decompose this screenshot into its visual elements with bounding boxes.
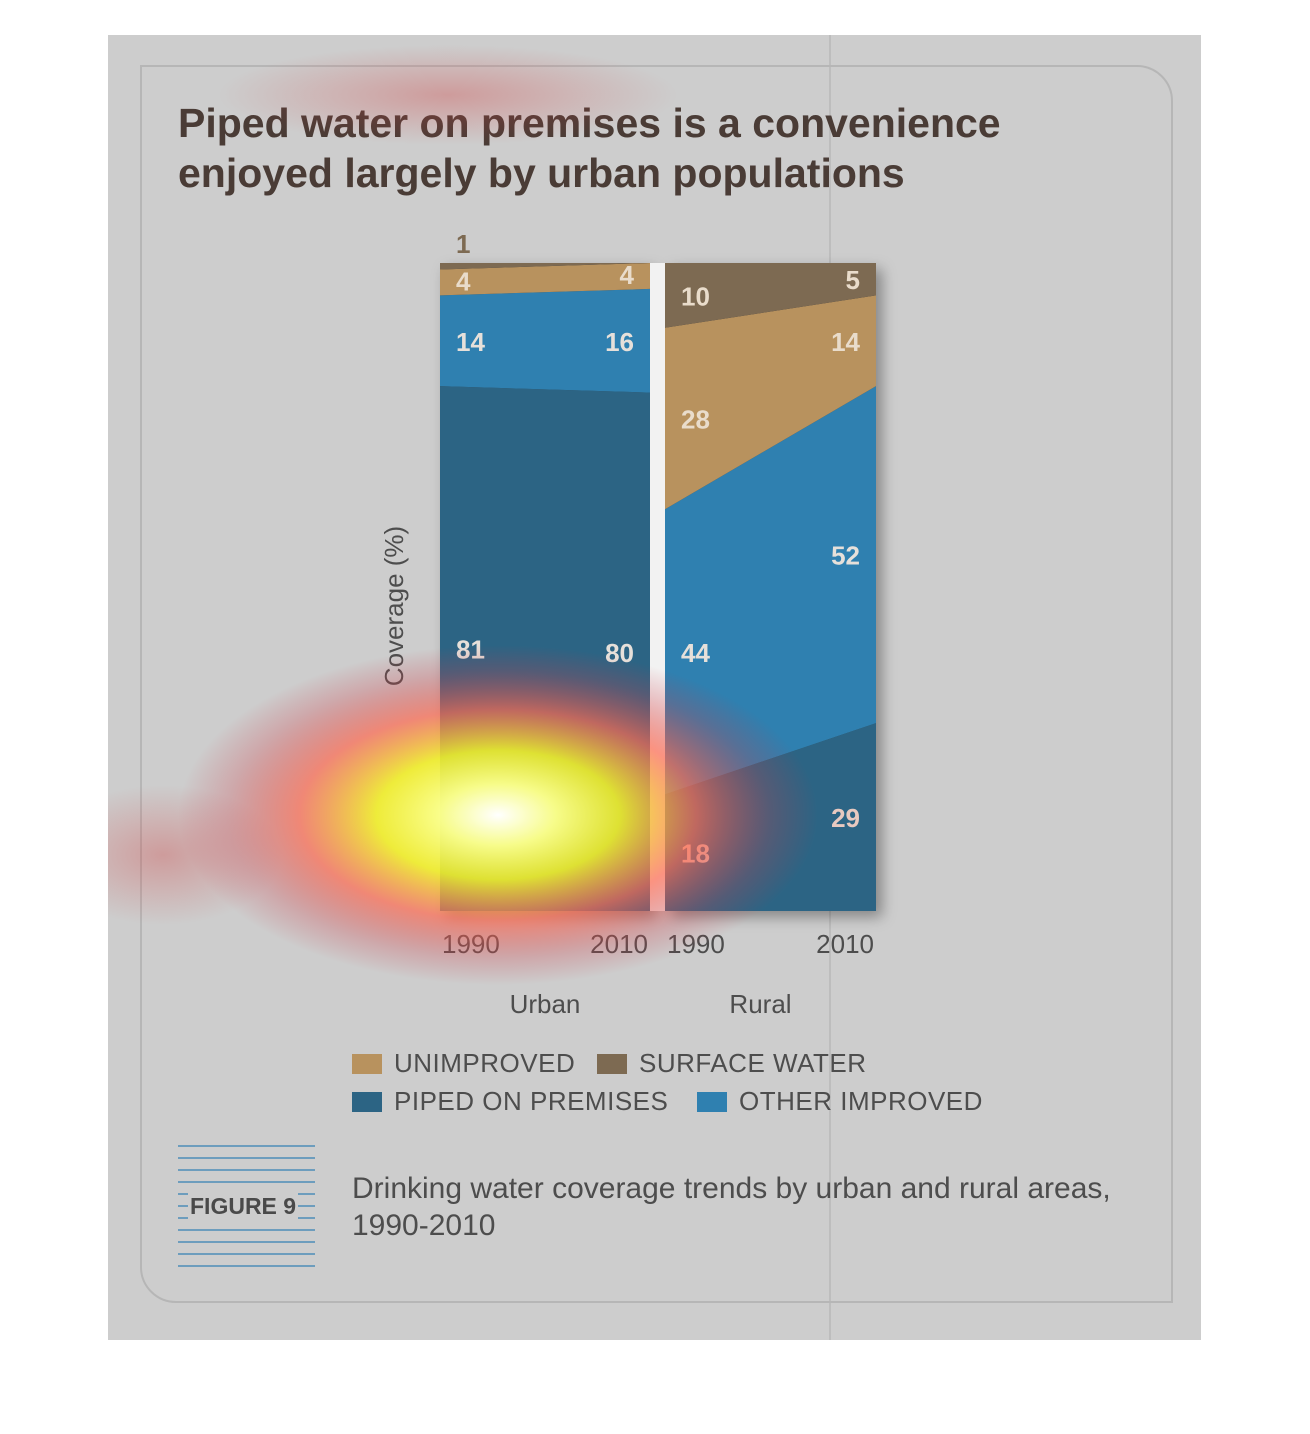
value-label-urban-unimproved-1990: 4 xyxy=(456,266,471,296)
legend-item-surface-water: SURFACE WATER xyxy=(597,1048,867,1079)
legend-label-unimproved: UNIMPROVED xyxy=(394,1048,576,1078)
panel-label-rural: Rural xyxy=(729,989,791,1019)
value-label-urban-other-improved-2010: 16 xyxy=(605,327,634,357)
value-label-rural-unimproved-1990: 28 xyxy=(681,405,710,435)
value-label-urban-piped-on-premises-2010: 80 xyxy=(605,638,634,668)
legend-item-unimproved: UNIMPROVED xyxy=(352,1048,575,1079)
value-label-rural-surface-water-1990: 10 xyxy=(681,281,710,311)
value-label-rural-surface-water-2010: 5 xyxy=(846,265,860,295)
value-label-rural-other-improved-2010: 52 xyxy=(831,541,860,571)
panel-separator xyxy=(650,263,665,911)
value-label-rural-unimproved-2010: 14 xyxy=(831,327,860,357)
figure-caption: Drinking water coverage trends by urban … xyxy=(352,1172,1111,1242)
value-label-urban-unimproved-2010: 4 xyxy=(620,260,635,290)
y-axis-label: Coverage (%) xyxy=(379,526,409,686)
x-tick-rural-1990: 1990 xyxy=(667,929,725,959)
legend-swatch-other-improved xyxy=(697,1091,727,1112)
legend-item-other-improved: OTHER IMPROVED xyxy=(697,1086,983,1117)
legend-swatch-unimproved xyxy=(352,1053,382,1074)
area-urban-unimproved xyxy=(440,263,650,296)
area-rural-surface-water xyxy=(665,263,876,328)
value-label-urban-other-improved-1990: 14 xyxy=(456,327,485,357)
x-tick-urban-2010: 2010 xyxy=(590,929,648,959)
legend-label-piped-on-premises: PIPED ON PREMISES xyxy=(394,1086,669,1116)
panel-label-urban: Urban xyxy=(510,989,581,1019)
x-tick-rural-2010: 2010 xyxy=(816,929,874,959)
figure-number: FIGURE 9 xyxy=(188,1193,299,1220)
legend-label-surface-water: SURFACE WATER xyxy=(639,1048,867,1078)
value-label-urban-piped-on-premises-1990: 81 xyxy=(456,635,485,665)
legend-item-piped-on-premises: PIPED ON PREMISES xyxy=(352,1086,668,1117)
area-urban-other-improved xyxy=(440,288,650,393)
value-label-rural-piped-on-premises-1990: 18 xyxy=(681,839,710,869)
x-tick-urban-1990: 1990 xyxy=(442,929,500,959)
legend-label-other-improved: OTHER IMPROVED xyxy=(739,1086,983,1116)
value-label-urban-surface-water-1990: 1 xyxy=(456,229,470,259)
area-rural-unimproved xyxy=(665,295,876,510)
value-label-rural-other-improved-1990: 44 xyxy=(681,638,710,668)
legend-swatch-piped-on-premises xyxy=(352,1091,382,1112)
area-urban-surface-water xyxy=(440,263,650,270)
legend-swatch-surface-water xyxy=(597,1053,627,1074)
value-label-rural-piped-on-premises-2010: 29 xyxy=(831,803,860,833)
